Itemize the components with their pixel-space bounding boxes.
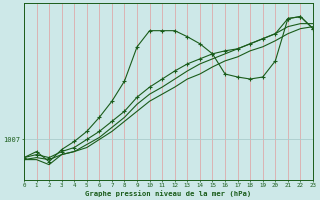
- X-axis label: Graphe pression niveau de la mer (hPa): Graphe pression niveau de la mer (hPa): [85, 190, 252, 197]
